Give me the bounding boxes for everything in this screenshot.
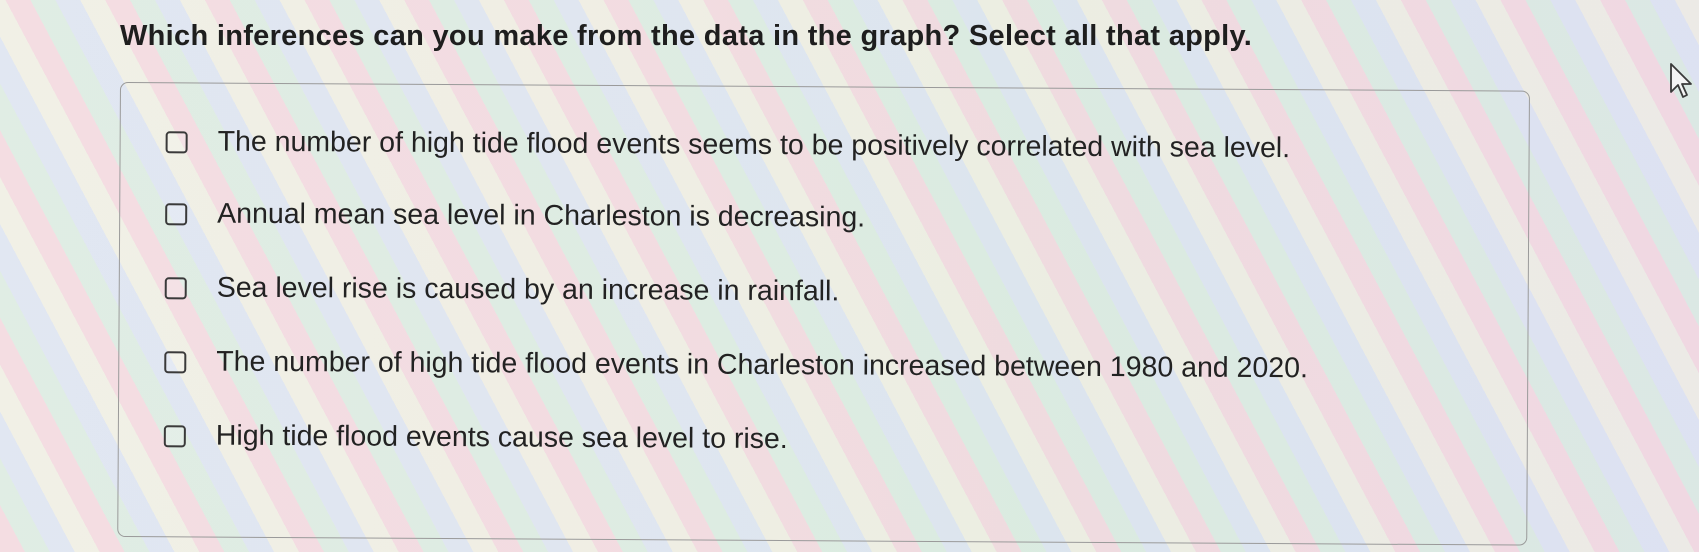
option-label[interactable]: High tide flood events cause sea level t…	[215, 419, 788, 456]
option-label[interactable]: The number of high tide flood events in …	[216, 345, 1309, 385]
mouse-pointer-icon	[1670, 63, 1692, 98]
option-flood-events-increased[interactable]: The number of high tide flood events in …	[164, 345, 1308, 385]
question-text: Which inferences can you make from the d…	[120, 20, 1253, 52]
option-floods-cause-rise[interactable]: High tide flood events cause sea level t…	[163, 419, 788, 456]
option-label[interactable]: The number of high tide flood events see…	[217, 125, 1291, 165]
checkbox-unchecked-icon[interactable]	[165, 202, 188, 225]
option-label[interactable]: Sea level rise is caused by an increase …	[216, 271, 840, 308]
option-label[interactable]: Annual mean sea level in Charleston is d…	[217, 197, 866, 234]
option-sea-level-decreasing[interactable]: Annual mean sea level in Charleston is d…	[165, 197, 865, 234]
option-rainfall-cause[interactable]: Sea level rise is caused by an increase …	[164, 271, 840, 308]
option-positive-correlation[interactable]: The number of high tide flood events see…	[165, 125, 1291, 165]
answer-options-box: The number of high tide flood events see…	[117, 82, 1530, 546]
checkbox-unchecked-icon[interactable]	[164, 350, 187, 373]
checkbox-unchecked-icon[interactable]	[163, 424, 186, 447]
checkbox-unchecked-icon[interactable]	[164, 276, 187, 299]
checkbox-unchecked-icon[interactable]	[165, 130, 188, 153]
